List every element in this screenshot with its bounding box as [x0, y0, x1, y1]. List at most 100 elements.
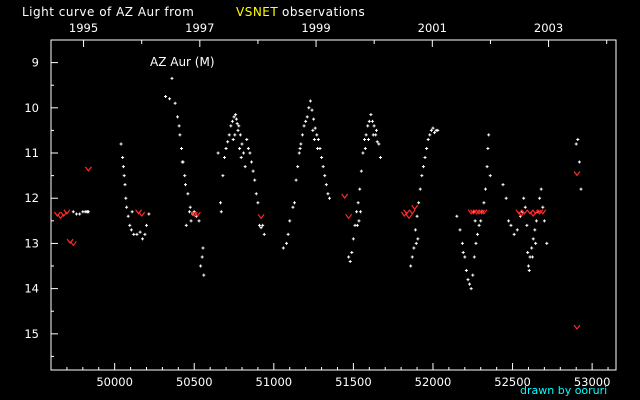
observation-point [421, 165, 425, 169]
observation-point [375, 140, 379, 144]
observation-point [238, 146, 242, 150]
observation-point [577, 160, 581, 164]
observation-point [350, 250, 354, 254]
faint-limit-marker [57, 213, 65, 220]
faint-limit-marker [345, 213, 353, 220]
faint-limit-marker [135, 209, 143, 215]
observation-point [308, 99, 312, 103]
observation-point [122, 174, 126, 178]
observation-point [200, 255, 204, 259]
observation-point [455, 214, 459, 218]
observation-point [530, 246, 534, 250]
observation-point [531, 237, 535, 241]
observation-point [178, 133, 182, 137]
observation-point [262, 232, 266, 236]
observation-point [429, 128, 433, 132]
faint-limit-marker [526, 209, 534, 215]
faint-limit-marker [480, 209, 488, 215]
observation-point [541, 205, 545, 209]
observation-point [431, 126, 435, 130]
observation-point [458, 228, 462, 232]
plot-frame [50, 39, 617, 371]
observation-point [372, 124, 376, 128]
faint-limit-marker [69, 241, 77, 247]
observation-point [232, 115, 236, 119]
x-tick-label: 51000 [256, 375, 293, 389]
faint-limit-marker [84, 166, 92, 172]
observation-point [367, 119, 371, 123]
observation-point [119, 142, 123, 146]
faint-limit-marker [536, 209, 544, 215]
observation-point [417, 201, 421, 205]
observation-point [144, 223, 148, 227]
observation-point [254, 192, 258, 196]
faint-limit-marker [66, 238, 74, 245]
observation-point [534, 219, 538, 223]
observation-point [227, 133, 231, 137]
observation-point [71, 210, 75, 214]
observation-point [202, 273, 206, 277]
observation-point [181, 160, 185, 164]
observation-point [415, 214, 419, 218]
top-tick-label: 1999 [301, 21, 330, 35]
observation-point [74, 212, 78, 216]
title-part-2: VSNET [236, 5, 278, 19]
faint-limit-marker [60, 211, 68, 218]
observation-point [472, 255, 476, 259]
observation-point [473, 219, 477, 223]
faint-limit-marker [517, 211, 525, 218]
observation-point [371, 133, 375, 137]
observation-point [141, 237, 145, 241]
observation-point [125, 205, 129, 209]
faint-limit-marker [573, 170, 581, 177]
observation-point [359, 210, 363, 214]
observation-point [324, 183, 328, 187]
observation-point [310, 108, 314, 112]
observation-point [474, 241, 478, 245]
observation-point [253, 178, 257, 182]
observation-point [320, 156, 324, 160]
observation-point [294, 178, 298, 182]
observation-point [409, 264, 413, 268]
observation-point [355, 223, 359, 227]
observation-point [233, 133, 237, 137]
faint-limit-marker [521, 209, 528, 215]
observation-point [357, 219, 361, 223]
observation-point [420, 174, 424, 178]
observation-point [240, 142, 244, 146]
faint-limit-marker [138, 211, 146, 218]
faint-limit-marker [467, 209, 475, 215]
observation-point [348, 260, 352, 264]
y-tick-label: 13 [24, 236, 39, 250]
observation-point [425, 146, 429, 150]
observation-point [522, 196, 526, 200]
observation-point [281, 246, 285, 250]
faint-limit-marker [341, 193, 349, 199]
faint-limit-marker [539, 209, 547, 215]
observation-point [286, 232, 290, 236]
observation-point [364, 133, 368, 137]
observation-point [486, 146, 490, 150]
observation-point [297, 151, 301, 155]
observation-point [428, 133, 432, 137]
observation-point [219, 201, 222, 205]
observation-point [479, 219, 483, 223]
faint-limit-marker [257, 213, 265, 220]
observation-point [143, 232, 147, 236]
observation-point [199, 264, 203, 268]
observation-point [187, 210, 191, 214]
observation-point [234, 113, 238, 117]
faint-limit-marker [475, 209, 483, 215]
observation-point [234, 117, 238, 121]
observation-point [128, 223, 132, 227]
observation-point [358, 187, 362, 191]
x-tick-label: 52500 [494, 375, 531, 389]
observation-point [138, 230, 142, 234]
observation-point [483, 187, 487, 191]
observation-point [526, 250, 530, 254]
observation-point [288, 219, 292, 223]
observation-point [304, 119, 308, 123]
observation-point [509, 223, 513, 227]
observation-point [539, 187, 543, 191]
